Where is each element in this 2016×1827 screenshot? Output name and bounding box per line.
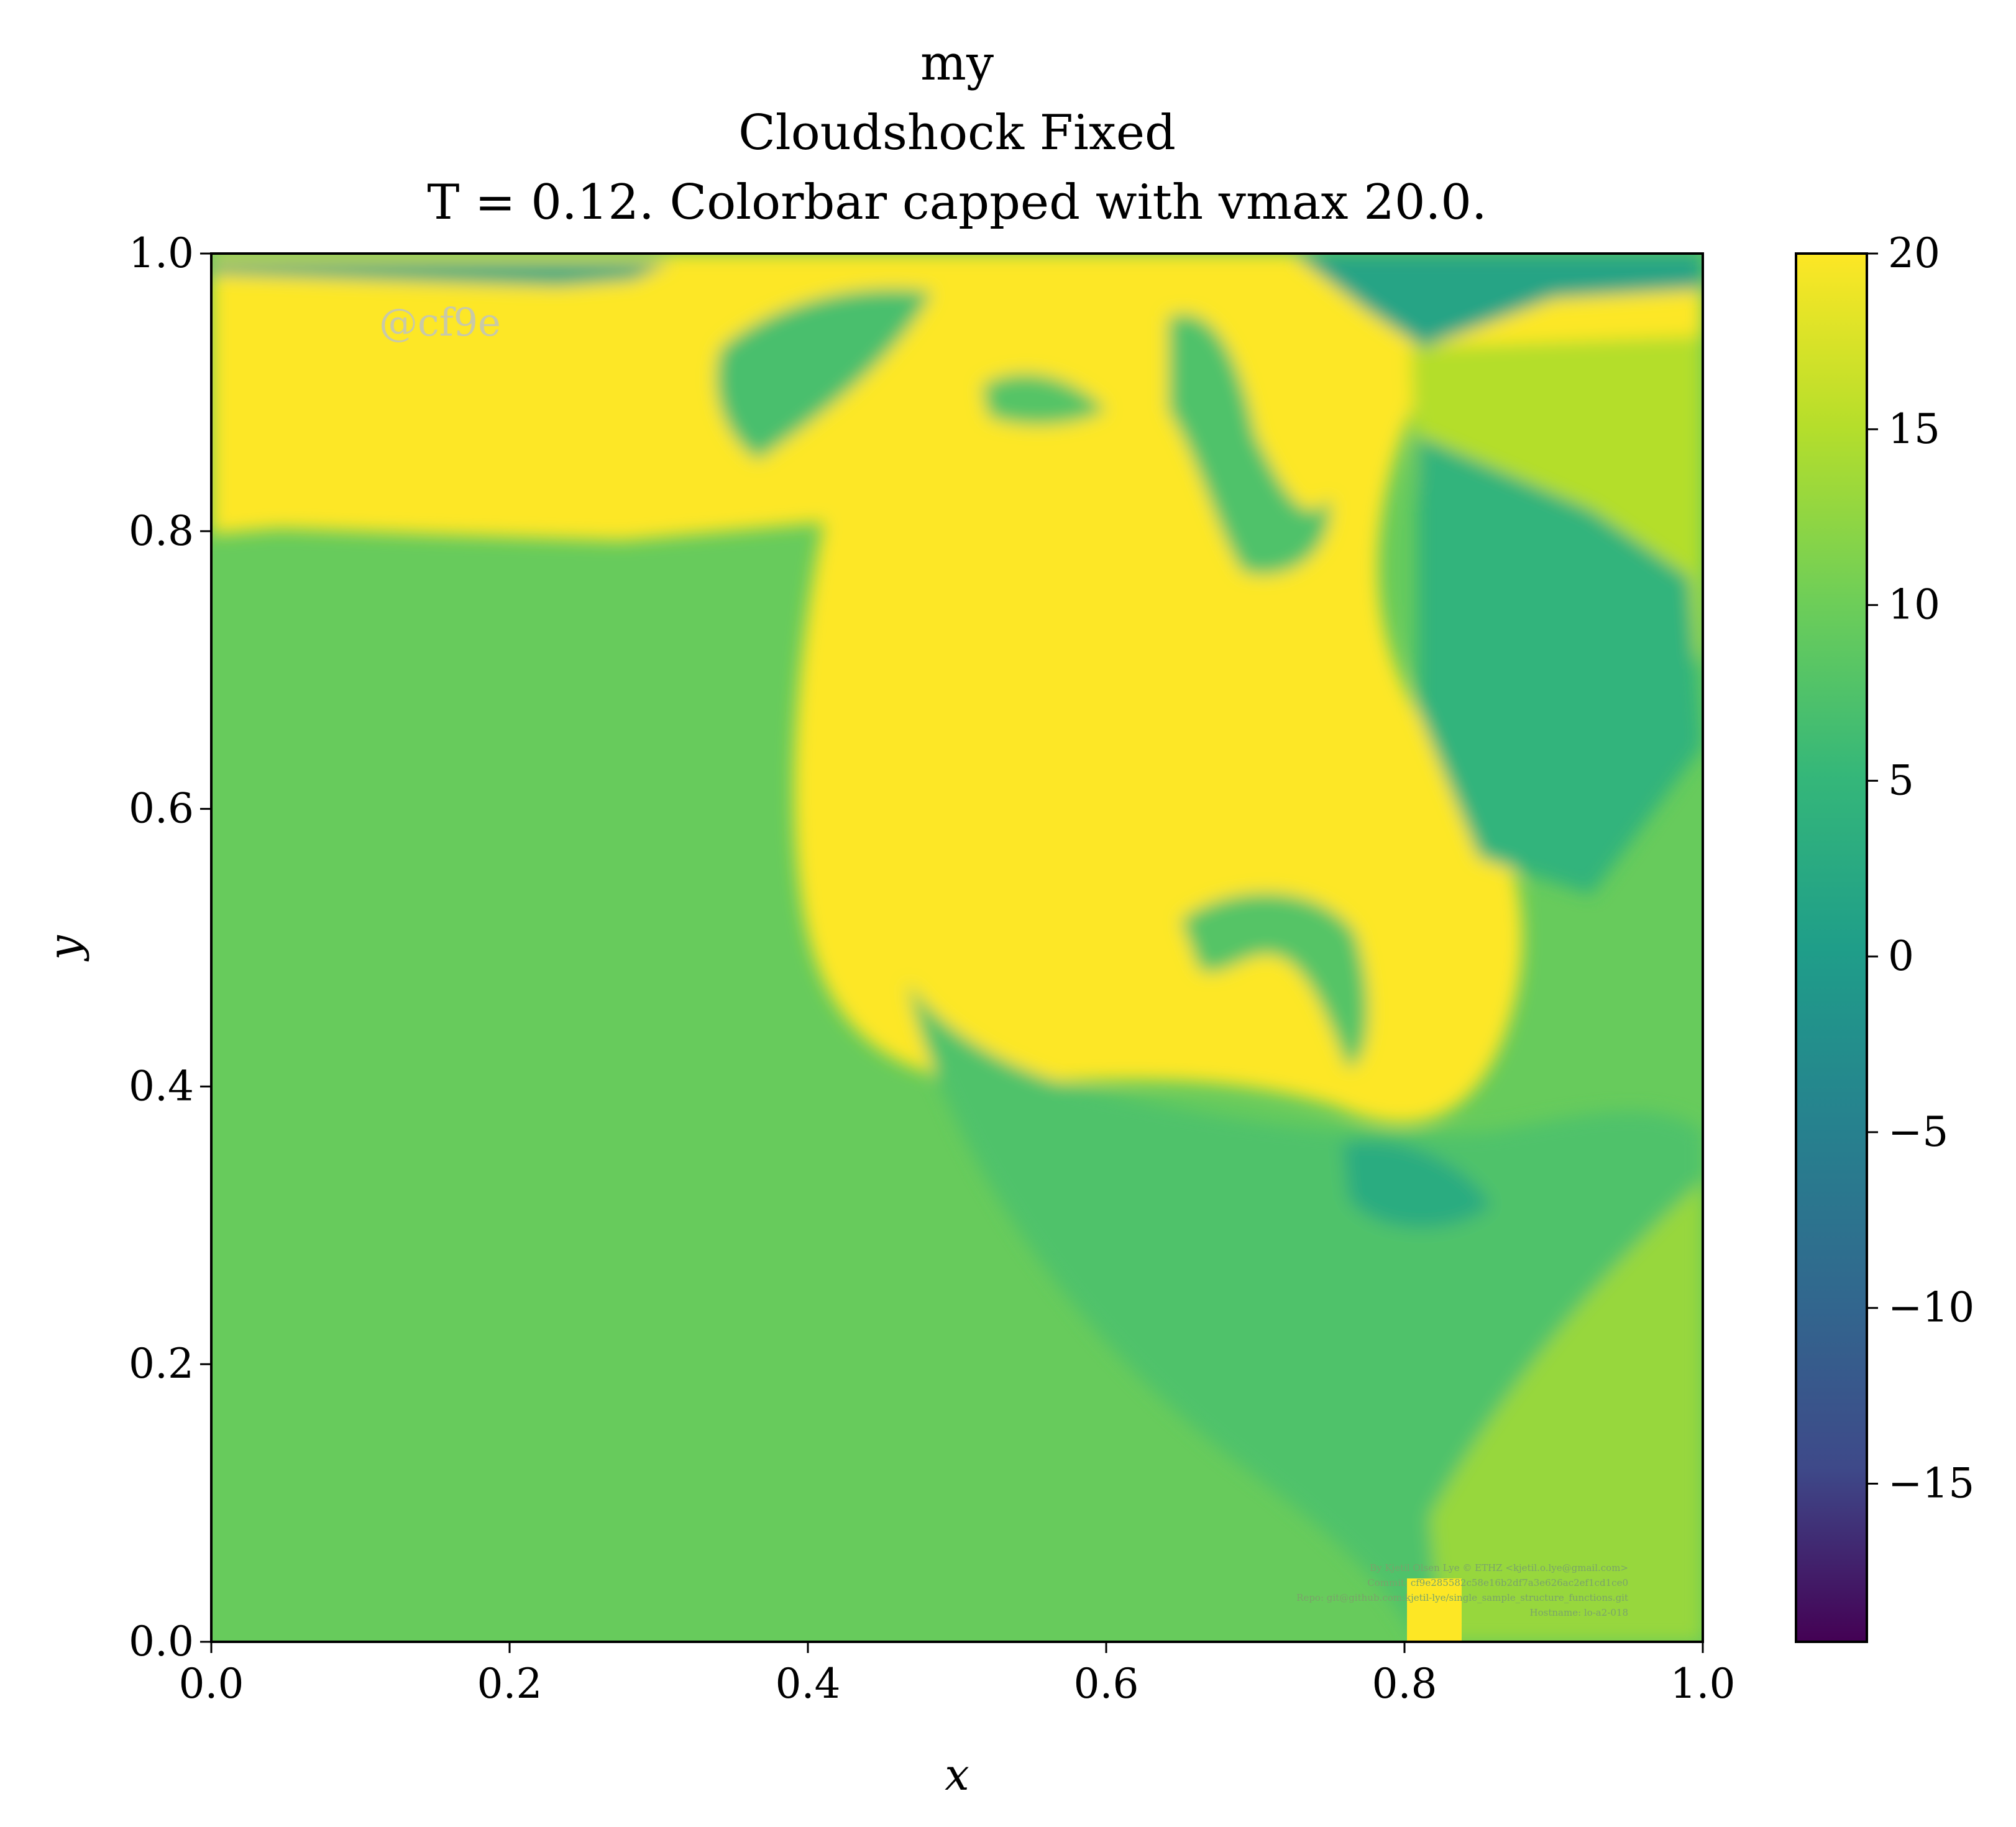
colorbar-tick-label: 10 [1888, 581, 1940, 629]
x-tick-label: 0.4 [776, 1660, 841, 1708]
colorbar-tick-label: 5 [1888, 756, 1914, 804]
x-tick-label: 0.2 [477, 1660, 543, 1708]
colorbar-tick-label: 20 [1888, 229, 1940, 277]
bottom-right-tail [1429, 1181, 1703, 1642]
credit-line-3: Repo: git@github.com:kjetil-lye/single_s… [1296, 1592, 1628, 1603]
colorbar-tick-label: −15 [1888, 1459, 1974, 1507]
lower-dark-spot [1342, 1140, 1491, 1229]
right-core [1417, 435, 1703, 895]
colorbar-ticks: 20 15 10 5 0 −5 −10 −15 [1867, 229, 1974, 1507]
x-tick-label: 0.6 [1074, 1660, 1139, 1708]
credits-block: By Kjetil Olsen Lye © ETHZ <kjetil.o.lye… [1296, 1562, 1628, 1618]
x-axis-label: x [945, 1749, 969, 1800]
top-left-strip [211, 261, 671, 286]
vortex-left [716, 288, 932, 460]
colorbar [1795, 252, 1868, 1643]
chart-title-line-1: my [920, 35, 994, 91]
y-axis-label: y [39, 935, 90, 962]
vortex-right [1168, 314, 1331, 575]
x-tick-label: 1.0 [1670, 1660, 1736, 1708]
x-axis-ticks: 0.0 0.2 0.4 0.6 0.8 1.0 [179, 1642, 1736, 1708]
top-right-corner [1293, 254, 1703, 348]
credit-line-4: Hostname: lo-a2-018 [1530, 1607, 1628, 1618]
y-tick-label: 0.4 [129, 1062, 194, 1110]
y-tick-label: 0.0 [129, 1618, 194, 1665]
y-tick-label: 1.0 [129, 229, 194, 277]
colorbar-tick-label: 15 [1888, 405, 1940, 453]
credit-line-2: Commit: cf9e285582c58e16b2df7a3e626ac2ef… [1367, 1577, 1628, 1588]
colorbar-tick-label: −5 [1888, 1108, 1948, 1156]
inner-vortex [1181, 893, 1368, 1069]
chart-title-line-3: T = 0.12. Colorbar capped with vmax 20.0… [427, 175, 1487, 231]
y-tick-label: 0.2 [129, 1340, 194, 1388]
colorbar-tick-label: 0 [1888, 932, 1914, 980]
chart-title-line-2: Cloudshock Fixed [738, 105, 1176, 161]
watermark-text: @cf9e [379, 300, 501, 345]
credit-line-1: By Kjetil Olsen Lye © ETHZ <kjetil.o.lye… [1370, 1562, 1628, 1573]
y-tick-label: 0.8 [129, 507, 194, 555]
y-tick-label: 0.6 [129, 785, 194, 833]
plot-frame [210, 252, 1704, 1643]
colorbar-tick-label: −10 [1888, 1284, 1974, 1332]
x-tick-label: 0.8 [1372, 1660, 1437, 1708]
x-tick-label: 0.0 [179, 1660, 244, 1708]
y-axis-ticks: 0.0 0.2 0.4 0.6 0.8 1.0 [129, 229, 211, 1665]
vortex-mid [982, 373, 1106, 425]
bottom-right-yellow [1407, 1578, 1462, 1642]
heatmap-field [211, 254, 1703, 1642]
